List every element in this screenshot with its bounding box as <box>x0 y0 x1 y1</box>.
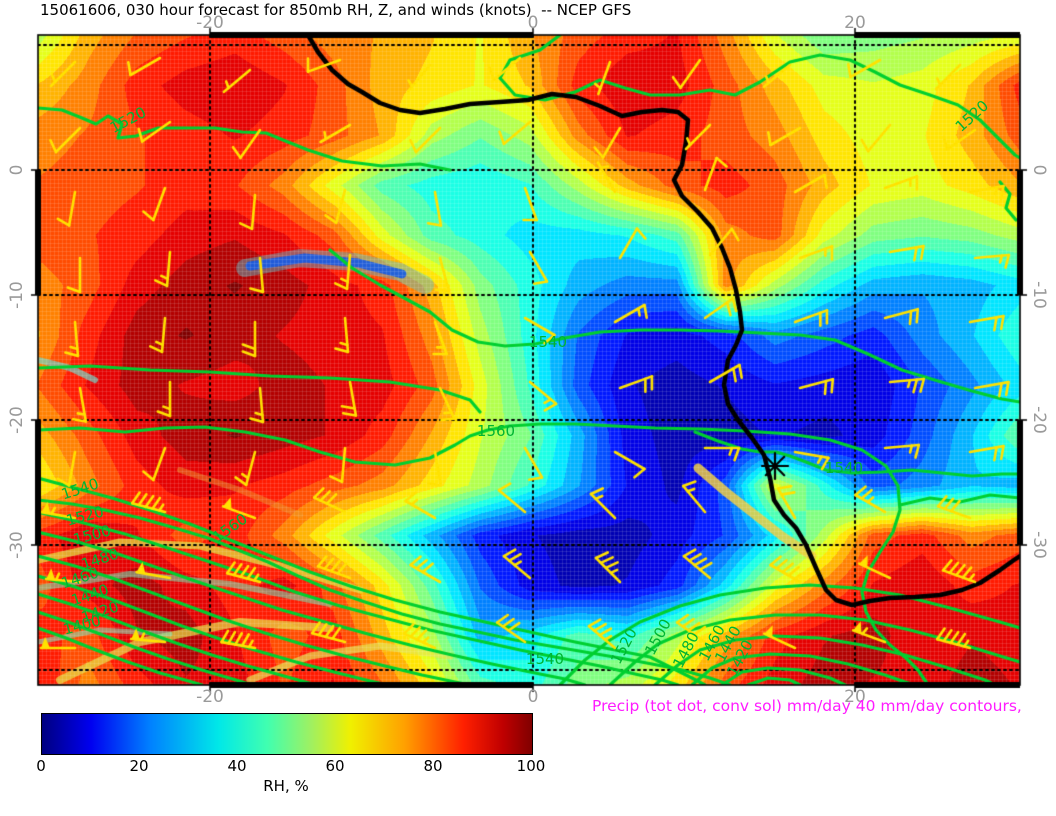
colorbar-tick-label: 80 <box>423 757 443 775</box>
right-axis-tick-label: -30 <box>1029 531 1049 559</box>
colorbar-tick-label: 60 <box>325 757 345 775</box>
height-contour-label: 1540 <box>824 459 864 477</box>
height-contour-label: 1560 <box>476 422 516 440</box>
height-contour-label: 1540 <box>525 650 565 668</box>
left-axis-tick-label: -30 <box>7 531 27 559</box>
left-axis-tick-label: -10 <box>7 281 27 309</box>
bottom-axis-tick-label: -20 <box>196 687 224 707</box>
right-axis-tick-label: 0 <box>1029 164 1049 176</box>
rh-colorbar-title: RH, % <box>263 777 309 795</box>
colorbar-tick-label: 100 <box>516 757 546 775</box>
left-axis-tick-label: -20 <box>7 406 27 434</box>
colorbar-tick-label: 20 <box>129 757 149 775</box>
right-axis-tick-label: -20 <box>1029 406 1049 434</box>
top-axis-tick-label: 0 <box>527 13 539 33</box>
right-axis-tick-label: -10 <box>1029 281 1049 309</box>
top-axis-tick-label: -20 <box>196 13 224 33</box>
top-axis-tick-label: 20 <box>844 13 866 33</box>
left-axis-tick-label: 0 <box>7 164 27 176</box>
bottom-axis-tick-label: 20 <box>844 687 866 707</box>
precip-caption: Precip (tot dot, conv sol) mm/day 40 mm/… <box>592 697 1022 715</box>
height-contour-label: 1540 <box>528 333 568 351</box>
rh-colorbar <box>41 713 533 755</box>
colorbar-tick-label: 0 <box>36 757 46 775</box>
colorbar-tick-label: 40 <box>227 757 247 775</box>
page-title: 15061606, 030 hour forecast for 850mb RH… <box>40 1 632 19</box>
bottom-axis-tick-label: 0 <box>527 687 539 707</box>
